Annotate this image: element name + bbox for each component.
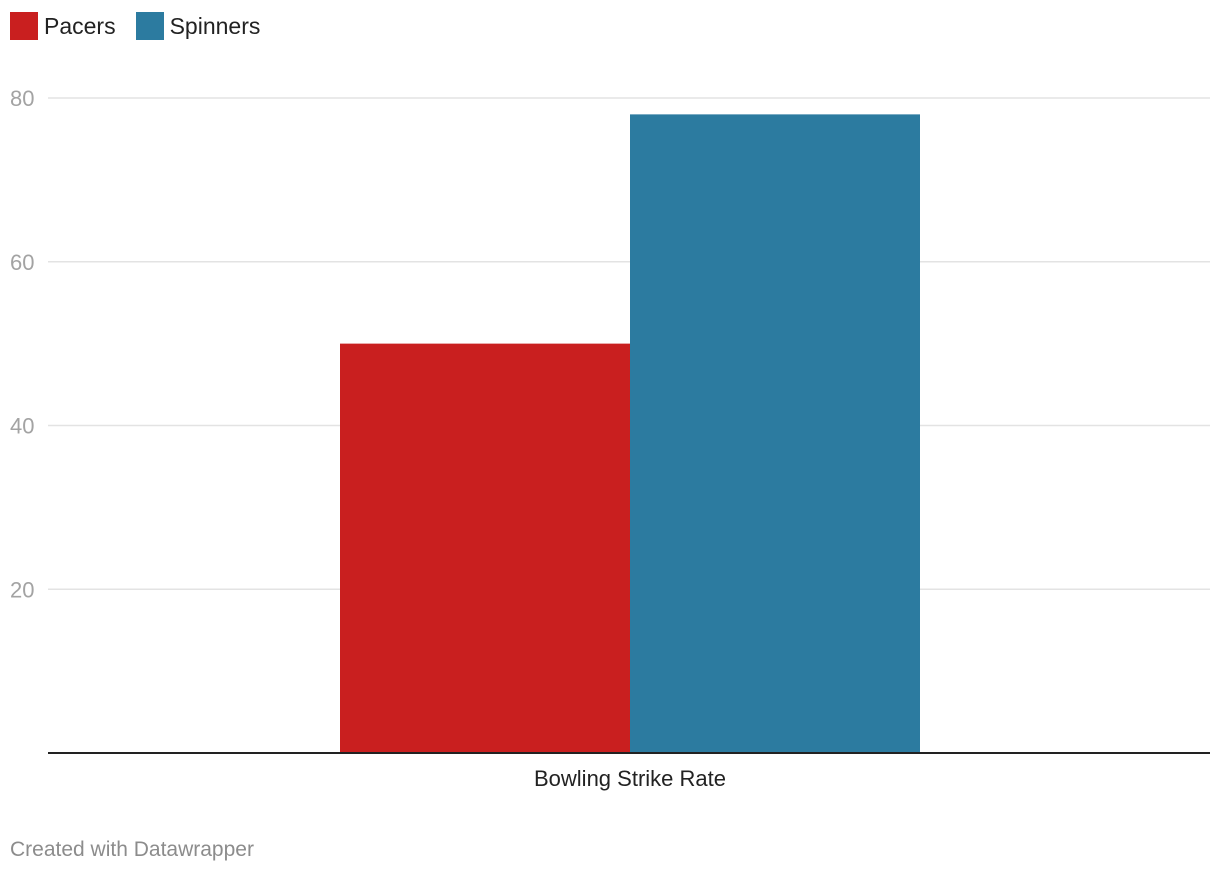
footer-credit: Created with Datawrapper: [10, 838, 254, 861]
bar-pacers: [340, 343, 630, 753]
y-tick-label-40: 40: [10, 414, 34, 439]
y-tick-label-80: 80: [10, 86, 34, 111]
legend-item-spinners: Spinners: [135, 12, 261, 40]
legend-item-pacers: Pacers: [10, 12, 116, 40]
legend-swatch-pacers: [10, 12, 38, 40]
y-tick-label-20: 20: [10, 577, 34, 602]
y-tick-label-60: 60: [10, 250, 34, 275]
legend-label-pacers: Pacers: [44, 13, 116, 39]
bar-chart: 20 40 60 80 Bowling Strike Rate: [10, 86, 1210, 791]
bar-spinners: [630, 114, 920, 753]
x-category-label: Bowling Strike Rate: [534, 766, 726, 791]
legend-label-spinners: Spinners: [169, 13, 261, 39]
chart-legend: Pacers Spinners: [10, 12, 280, 40]
legend-swatch-spinners: [135, 12, 164, 40]
